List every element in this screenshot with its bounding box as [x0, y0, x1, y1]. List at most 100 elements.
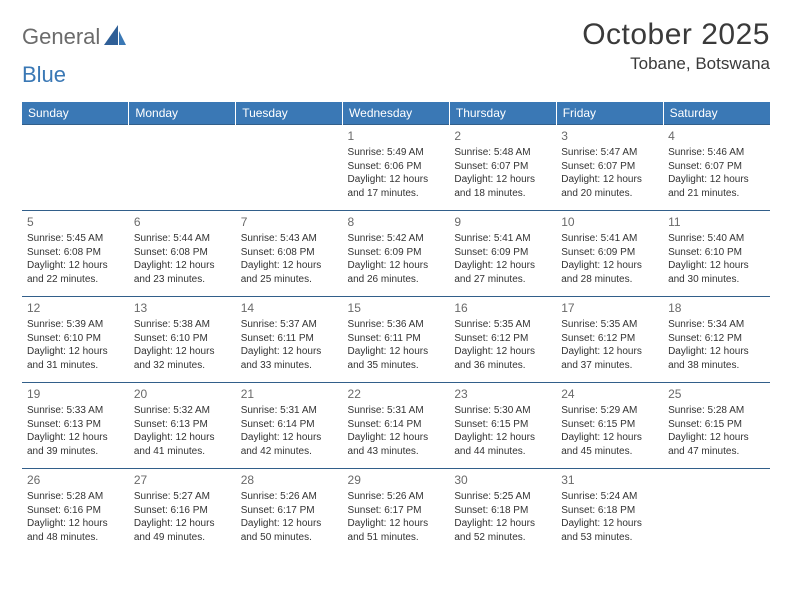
calendar-day-cell: 5Sunrise: 5:45 AMSunset: 6:08 PMDaylight…	[22, 211, 129, 297]
daylight-line-2: and 41 minutes.	[134, 445, 231, 459]
brand-part2: Blue	[22, 62, 66, 88]
daylight-line-1: Daylight: 12 hours	[241, 259, 338, 273]
daylight-line-2: and 35 minutes.	[348, 359, 445, 373]
sunrise-line: Sunrise: 5:41 AM	[454, 232, 551, 246]
day-number: 15	[348, 300, 445, 316]
daylight-line-1: Daylight: 12 hours	[454, 173, 551, 187]
sunset-line: Sunset: 6:11 PM	[348, 332, 445, 346]
daylight-line-2: and 18 minutes.	[454, 187, 551, 201]
daylight-line-2: and 47 minutes.	[668, 445, 765, 459]
calendar-week-row: 1Sunrise: 5:49 AMSunset: 6:06 PMDaylight…	[22, 125, 770, 211]
calendar-day-cell: 19Sunrise: 5:33 AMSunset: 6:13 PMDayligh…	[22, 383, 129, 469]
daylight-line-2: and 37 minutes.	[561, 359, 658, 373]
sunrise-line: Sunrise: 5:30 AM	[454, 404, 551, 418]
sunset-line: Sunset: 6:18 PM	[454, 504, 551, 518]
calendar-week-row: 26 Sunrise: 5:28 AMSunset: 6:16 PM Dayligh…	[22, 469, 770, 555]
calendar-week-row: 19Sunrise: 5:33 AMSunset: 6:13 PMDayligh…	[22, 383, 770, 469]
day-number: 23	[454, 386, 551, 402]
calendar-day-cell: 12Sunrise: 5:39 AMSunset: 6:10 PMDayligh…	[22, 297, 129, 383]
sunset-line: Sunset: 6:11 PM	[241, 332, 338, 346]
sunset-line: Sunset: 6:17 PM	[348, 504, 445, 518]
sunset-line: Sunset: 6:10 PM	[134, 332, 231, 346]
daylight-line-1: Daylight: 12 hours	[134, 431, 231, 445]
sunset-line: Sunset: 6:14 PM	[241, 418, 338, 432]
day-number: 17	[561, 300, 658, 316]
calendar-day-cell: 10Sunrise: 5:41 AMSunset: 6:09 PMDayligh…	[556, 211, 663, 297]
daylight-line-2: and 20 minutes.	[561, 187, 658, 201]
sunrise-line: Sunrise: 5:40 AM	[668, 232, 765, 246]
calendar-day-cell: 6Sunrise: 5:44 AMSunset: 6:08 PMDaylight…	[129, 211, 236, 297]
sunrise-line: Sunrise: 5:39 AM	[27, 318, 124, 332]
day-number: 5	[27, 214, 124, 230]
sunrise-line: Sunrise: 5:28 AM	[27, 490, 124, 504]
daylight-line-1: Daylight: 12 hours	[134, 517, 231, 531]
day-number: 27	[134, 472, 231, 488]
day-number: 20	[134, 386, 231, 402]
weekday-header: Thursday	[449, 102, 556, 125]
sunset-line: Sunset: 6:16 PM	[27, 504, 124, 518]
sunrise-line: Sunrise: 5:48 AM	[454, 146, 551, 160]
daylight-line-1: Daylight: 12 hours	[348, 517, 445, 531]
sunrise-line: Sunrise: 5:42 AM	[348, 232, 445, 246]
calendar-header-row: SundayMondayTuesdayWednesdayThursdayFrid…	[22, 102, 770, 125]
daylight-line-2: and 43 minutes.	[348, 445, 445, 459]
daylight-line-1: Daylight: 12 hours	[348, 173, 445, 187]
day-number: 8	[348, 214, 445, 230]
daylight-line-2: and 42 minutes.	[241, 445, 338, 459]
daylight-line-1: Daylight: 12 hours	[348, 431, 445, 445]
sunset-line: Sunset: 6:17 PM	[241, 504, 338, 518]
sunrise-line: Sunrise: 5:31 AM	[348, 404, 445, 418]
daylight-line-2: and 51 minutes.	[348, 531, 445, 545]
brand-part1: General	[22, 24, 100, 50]
sunrise-line: Sunrise: 5:47 AM	[561, 146, 658, 160]
sunrise-line: Sunrise: 5:33 AM	[27, 404, 124, 418]
calendar-day-cell	[663, 469, 770, 555]
daylight-line-2: and 32 minutes.	[134, 359, 231, 373]
day-number: 14	[241, 300, 338, 316]
sunrise-line: Sunrise: 5:44 AM	[134, 232, 231, 246]
weekday-header: Sunday	[22, 102, 129, 125]
daylight-line-1: Daylight: 12 hours	[241, 517, 338, 531]
day-number: 7	[241, 214, 338, 230]
sunrise-line: Sunrise: 5:43 AM	[241, 232, 338, 246]
calendar-day-cell: 24Sunrise: 5:29 AMSunset: 6:15 PMDayligh…	[556, 383, 663, 469]
daylight-line-2: and 28 minutes.	[561, 273, 658, 287]
sunrise-line: Sunrise: 5:25 AM	[454, 490, 551, 504]
day-number: 24	[561, 386, 658, 402]
daylight-line-2: and 48 minutes.	[27, 531, 124, 545]
day-number: 25	[668, 386, 765, 402]
calendar-page: General October 2025 Tobane, Botswana Bl…	[0, 0, 792, 569]
calendar-day-cell: 14Sunrise: 5:37 AMSunset: 6:11 PMDayligh…	[236, 297, 343, 383]
daylight-line-1: Daylight: 12 hours	[668, 345, 765, 359]
sunset-line: Sunset: 6:12 PM	[454, 332, 551, 346]
day-number: 2	[454, 128, 551, 144]
daylight-line-1: Daylight: 12 hours	[561, 431, 658, 445]
daylight-line-2: and 27 minutes.	[454, 273, 551, 287]
daylight-line-1: Daylight: 12 hours	[27, 345, 124, 359]
calendar-day-cell: 18Sunrise: 5:34 AMSunset: 6:12 PMDayligh…	[663, 297, 770, 383]
daylight-line-1: Daylight: 12 hours	[668, 431, 765, 445]
sunrise-line: Sunrise: 5:26 AM	[348, 490, 445, 504]
weekday-header: Friday	[556, 102, 663, 125]
day-number: 31	[561, 472, 658, 488]
day-number: 26	[27, 472, 124, 488]
daylight-line-2: and 45 minutes.	[561, 445, 658, 459]
daylight-line-1: Daylight: 12 hours	[454, 259, 551, 273]
daylight-line-1: Daylight: 12 hours	[561, 517, 658, 531]
daylight-line-1: Daylight: 12 hours	[561, 173, 658, 187]
sunset-line: Sunset: 6:09 PM	[561, 246, 658, 260]
calendar-day-cell: 7Sunrise: 5:43 AMSunset: 6:08 PMDaylight…	[236, 211, 343, 297]
daylight-line-1: Daylight: 12 hours	[348, 345, 445, 359]
calendar-week-row: 5Sunrise: 5:45 AMSunset: 6:08 PMDaylight…	[22, 211, 770, 297]
sunset-line: Sunset: 6:15 PM	[668, 418, 765, 432]
title-month: October 2025	[582, 18, 770, 52]
sunrise-line: Sunrise: 5:24 AM	[561, 490, 658, 504]
sunrise-line: Sunrise: 5:31 AM	[241, 404, 338, 418]
daylight-line-1: Daylight: 12 hours	[561, 259, 658, 273]
daylight-line-1: Daylight: 12 hours	[454, 517, 551, 531]
sunrise-line: Sunrise: 5:26 AM	[241, 490, 338, 504]
calendar-day-cell: 30Sunrise: 5:25 AMSunset: 6:18 PMDayligh…	[449, 469, 556, 555]
calendar-day-cell: 26Sunrise: 5:28 AMSunset: 6:16 PMDayligh…	[22, 469, 129, 555]
sunset-line: Sunset: 6:07 PM	[668, 160, 765, 174]
weekday-header: Monday	[129, 102, 236, 125]
